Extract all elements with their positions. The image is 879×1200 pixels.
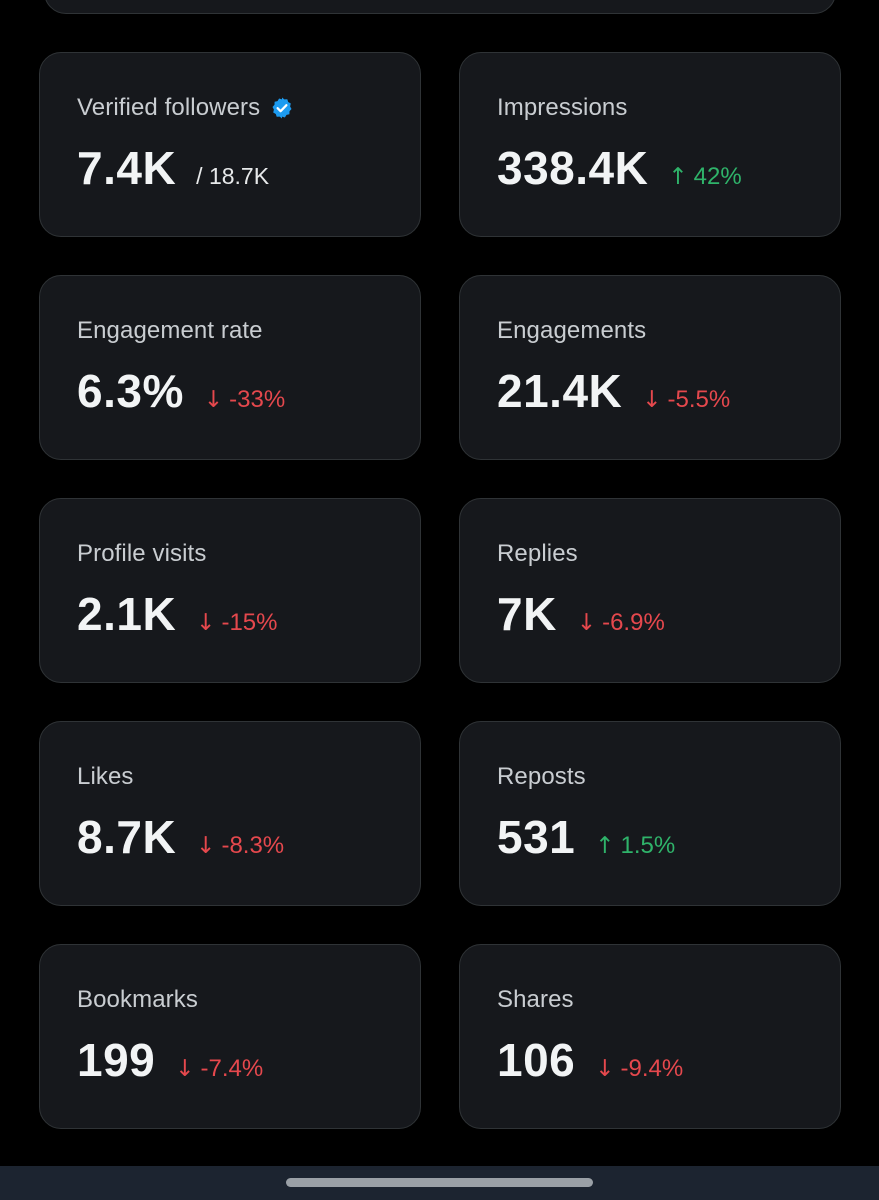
arrow-down-icon: ↓ — [196, 610, 216, 636]
metric-label: Verified followers — [77, 94, 261, 121]
metric-change: ↓ -6.9% — [577, 609, 665, 637]
metric-label: Impressions — [497, 94, 628, 121]
metric-card-profile-visits[interactable]: Profile visits 2.1K ↓ -15% — [39, 498, 421, 683]
arrow-down-icon: ↓ — [642, 387, 662, 413]
arrow-down-icon: ↓ — [203, 387, 224, 413]
metric-change-value: -15% — [221, 609, 278, 636]
metric-label: Shares — [497, 986, 574, 1013]
metric-change-value: -9.4% — [620, 1055, 684, 1082]
metric-value: 199 — [77, 1034, 156, 1086]
metric-value: 21.4K — [497, 365, 623, 417]
metric-card-replies[interactable]: Replies 7K ↓ -6.9% — [459, 498, 841, 683]
arrow-down-icon: ↓ — [576, 610, 597, 636]
arrow-down-icon: ↓ — [196, 833, 216, 859]
metric-total: / 18.7K — [196, 163, 270, 189]
metric-change-value: -6.9% — [602, 609, 665, 636]
metric-change-value: -8.3% — [221, 832, 285, 859]
metric-label: Replies — [497, 540, 578, 567]
metric-card-likes[interactable]: Likes 8.7K ↓ -8.3% — [39, 721, 421, 906]
metric-change: ↓ -33% — [204, 386, 285, 414]
metric-change-value: -5.5% — [667, 386, 731, 413]
metric-value: 106 — [497, 1034, 576, 1086]
metric-change-value: 42% — [693, 163, 742, 190]
metric-change: ↓ -15% — [196, 609, 277, 637]
metric-change: ↑ 42% — [668, 163, 741, 191]
metric-change-value: -33% — [229, 386, 286, 413]
arrow-up-icon: ↑ — [595, 833, 615, 859]
metric-value: 6.3% — [77, 365, 184, 417]
metric-card-verified-followers[interactable]: Verified followers 7.4K / 18.7K — [39, 52, 421, 237]
metric-change-value: -7.4% — [200, 1055, 264, 1082]
system-navigation-bar — [0, 1166, 879, 1200]
metric-label: Reposts — [497, 763, 586, 790]
metric-change: ↓ -5.5% — [642, 386, 730, 414]
metric-card-bookmarks[interactable]: Bookmarks 199 ↓ -7.4% — [39, 944, 421, 1129]
metric-value: 7K — [497, 588, 557, 640]
arrow-up-icon: ↑ — [668, 164, 688, 190]
metric-value: 2.1K — [77, 588, 177, 640]
metric-card-reposts[interactable]: Reposts 531 ↑ 1.5% — [459, 721, 841, 906]
metric-change: ↓ -7.4% — [175, 1055, 263, 1083]
metric-card-engagement-rate[interactable]: Engagement rate 6.3% ↓ -33% — [39, 275, 421, 460]
metric-change: ↓ -9.4% — [595, 1055, 683, 1083]
metric-label: Likes — [77, 763, 134, 790]
metric-label: Engagement rate — [77, 317, 263, 344]
metric-card-shares[interactable]: Shares 106 ↓ -9.4% — [459, 944, 841, 1129]
metric-value: 8.7K — [77, 811, 177, 863]
metric-value: 338.4K — [497, 142, 649, 194]
metric-value: 7.4K — [77, 142, 177, 194]
verified-badge-icon — [270, 96, 294, 120]
metric-change: ↓ -8.3% — [196, 832, 284, 860]
metric-value: 531 — [497, 811, 576, 863]
metric-label: Bookmarks — [77, 986, 198, 1013]
metrics-grid: Verified followers 7.4K / 18.7K Impressi… — [39, 52, 841, 1129]
metric-card-impressions[interactable]: Impressions 338.4K ↑ 42% — [459, 52, 841, 237]
arrow-down-icon: ↓ — [175, 1056, 195, 1082]
home-indicator[interactable] — [286, 1178, 593, 1187]
metric-label: Profile visits — [77, 540, 207, 567]
metric-card-engagements[interactable]: Engagements 21.4K ↓ -5.5% — [459, 275, 841, 460]
metric-label: Engagements — [497, 317, 647, 344]
metric-change: ↑ 1.5% — [595, 832, 675, 860]
arrow-down-icon: ↓ — [595, 1056, 615, 1082]
metric-change-value: 1.5% — [620, 832, 676, 859]
previous-card-edge — [44, 0, 836, 14]
